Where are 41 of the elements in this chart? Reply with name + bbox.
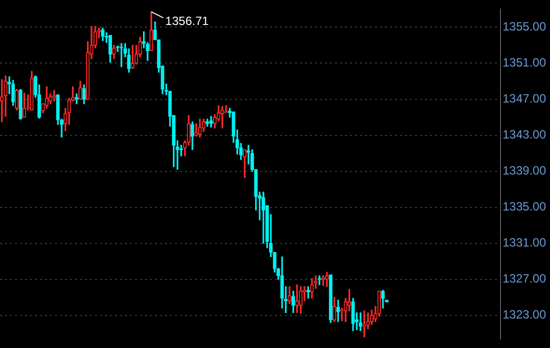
- y-tick-label: 1327.00: [502, 272, 546, 286]
- candlestick: [306, 286, 310, 299]
- candlestick: [209, 116, 213, 128]
- y-tick-label: 1323.00: [502, 308, 546, 322]
- y-tick-label: 1339.00: [502, 164, 546, 178]
- candlestick: [11, 80, 15, 106]
- candlestick: [116, 46, 120, 52]
- candlestick: [298, 286, 303, 314]
- candlestick: [100, 28, 105, 42]
- candlestick: [18, 89, 22, 120]
- candlestick: [321, 275, 325, 286]
- candlestick: [220, 106, 224, 128]
- candlestick: [82, 84, 86, 104]
- candlestick: [358, 312, 362, 332]
- candlestick: [112, 44, 116, 60]
- candlestick: [347, 288, 352, 312]
- candlestick: [291, 290, 296, 314]
- annotation: 1356.71: [165, 14, 210, 28]
- candlestick: [262, 192, 266, 244]
- candlestick: [120, 43, 124, 68]
- candlestick: [351, 298, 355, 332]
- candlestick: [30, 71, 34, 110]
- y-tick-label: 1351.00: [502, 56, 546, 70]
- candlestick: [52, 90, 56, 102]
- candlestick: [295, 284, 299, 314]
- candlestick: [288, 286, 292, 304]
- candlestick: [224, 105, 228, 114]
- candlestick: [44, 86, 49, 109]
- candlestick: [78, 80, 82, 100]
- candlestick: [370, 310, 374, 325]
- y-tick-label: 1343.00: [502, 128, 546, 142]
- y-tick-label: 1331.00: [502, 236, 546, 250]
- candlestick: [108, 34, 112, 63]
- y-tick-label: 1335.00: [502, 200, 546, 214]
- y-tick-label: 1347.00: [502, 92, 546, 106]
- candlestick: [310, 278, 314, 299]
- candlestick: [0, 79, 4, 122]
- candlestick: [149, 11, 154, 51]
- y-tick-label: 1355.00: [502, 20, 546, 34]
- candlestick: [328, 274, 332, 323]
- candlestick: [318, 275, 322, 286]
